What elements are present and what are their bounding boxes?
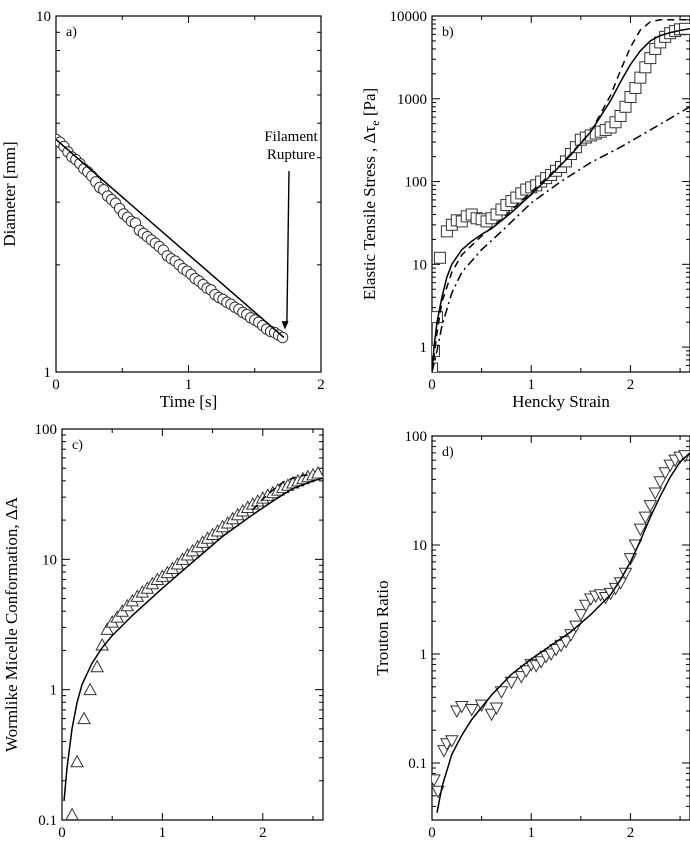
y-tick-label: 1 (420, 647, 428, 663)
y-tick-label: 10 (412, 538, 427, 554)
x-tick-label: 0 (52, 377, 60, 393)
y-tick-label: 0.1 (38, 813, 57, 829)
x-tick-label: 0 (428, 825, 436, 841)
x-tick-label: 2 (627, 825, 635, 841)
panel-label: d) (442, 445, 454, 460)
y-tick-label: 1 (50, 683, 58, 699)
plot-frame (432, 436, 690, 820)
data-point-triangle-down (428, 775, 440, 786)
x-axis-label: Time [s] (160, 392, 217, 411)
annotation-arrow-head (282, 321, 289, 329)
data-point-square (630, 82, 641, 93)
y-tick-label: 1 (420, 340, 428, 356)
y-tick-label: 100 (35, 422, 58, 438)
plot-frame (56, 16, 321, 372)
y-axis-label: Wormlike Micelle Conformation, ΔA (2, 496, 21, 752)
y-tick-label: 10000 (390, 9, 428, 25)
x-tick-label: 2 (317, 377, 325, 393)
series-group (428, 451, 690, 813)
x-tick-label: 1 (159, 825, 167, 841)
panel-label: a) (66, 25, 77, 40)
chart-panel-2: 0 1 2 1 10 100 1000 10000 Hencky Strain Elastic T… (360, 9, 690, 411)
data-point-square (434, 252, 445, 263)
y-tick-label: 0.1 (408, 756, 427, 772)
data-point-triangle-up (78, 713, 90, 724)
series-group (64, 467, 324, 820)
series-group (51, 134, 288, 342)
series-line-solid (432, 29, 690, 372)
y-tick-label: 10 (36, 9, 51, 25)
annotation-arrow-line (287, 171, 289, 324)
annotation-text: Filament (264, 129, 318, 145)
panel-label: b) (442, 25, 454, 40)
panel-label: c) (72, 438, 83, 453)
data-point-triangle-up (84, 684, 96, 695)
series-group (427, 20, 690, 374)
x-axis-label: Hencky Strain (512, 392, 610, 411)
y-axis-label: Trouton Ratio (373, 580, 392, 675)
y-axis-label-unit: [Pa] (360, 88, 379, 121)
y-tick-label: 100 (405, 175, 428, 191)
x-tick-label: 2 (259, 825, 267, 841)
y-tick-label: 10 (42, 552, 57, 568)
x-tick-label: 1 (185, 377, 193, 393)
data-point-square (635, 72, 646, 83)
y-axis-label: Diameter [mm] (0, 141, 19, 246)
annotation-text: Rupture (267, 147, 316, 163)
y-tick-label: 10 (412, 257, 427, 273)
data-point-triangle-down (654, 477, 666, 488)
y-tick-label: 100 (405, 429, 428, 445)
series-line-dashdot (432, 107, 690, 372)
y-axis-label: Elastic Tensile Stress , Δτe [Pa] (360, 88, 382, 300)
data-point-triangle-up (66, 809, 78, 820)
x-tick-label: 0 (58, 825, 66, 841)
x-tick-label: 2 (627, 377, 635, 393)
y-tick-label: 1 (44, 365, 52, 381)
x-tick-label: 0 (428, 377, 436, 393)
x-tick-label: 1 (527, 825, 535, 841)
data-point-triangle-up (71, 756, 83, 767)
series-line-solid (56, 140, 284, 338)
y-tick-label: 1000 (397, 92, 427, 108)
x-tick-label: 1 (527, 377, 535, 393)
